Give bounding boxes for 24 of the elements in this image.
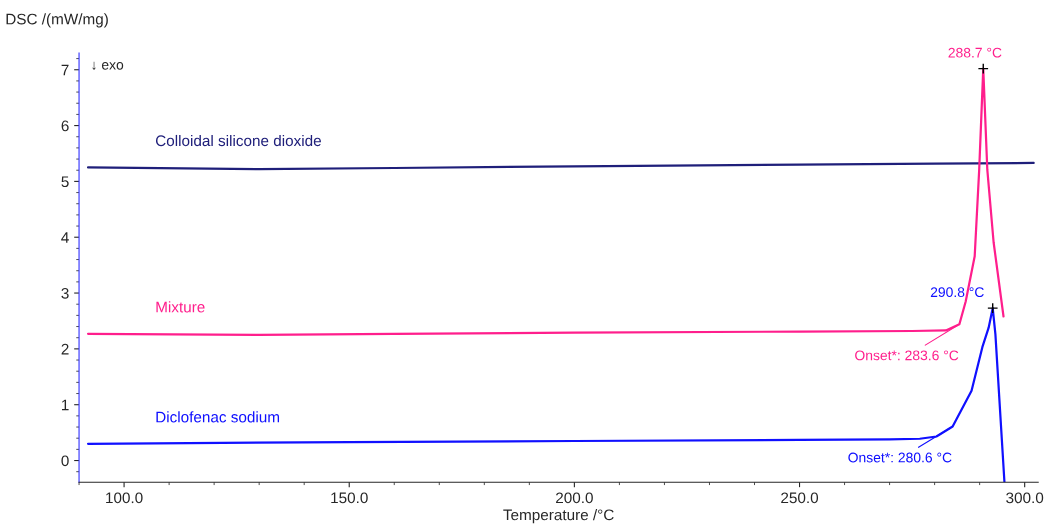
x-tick-label: 150.0 xyxy=(331,492,368,504)
y-tick-label: 0 xyxy=(61,455,69,467)
series-label: Colloidal silicone dioxide xyxy=(155,134,321,147)
x-tick-label: 200.0 xyxy=(556,492,593,504)
y-tick-label: 4 xyxy=(61,232,69,243)
annotation: ↓ exo xyxy=(92,61,124,70)
line-series xyxy=(86,161,1035,171)
y-tick-label: 7 xyxy=(61,64,69,76)
x-tick-label: 250.0 xyxy=(781,492,819,504)
annotation: 288.7 °C xyxy=(948,47,1002,58)
y-tick-label: 5 xyxy=(61,176,69,188)
series-label: Mixture xyxy=(156,301,205,313)
annotation: Onset*: 280.6 °C xyxy=(848,452,952,463)
series-label: Diclofenac sodium xyxy=(156,411,280,423)
x-tick-label: 300.0 xyxy=(1006,492,1044,504)
annotation: Onset*: 283.6 °C xyxy=(855,350,959,361)
y-tick-label: 2 xyxy=(61,343,69,355)
x-tick-label: 100.0 xyxy=(106,492,143,504)
annotation: 290.8 °C xyxy=(930,287,984,298)
y-axis-title: DSC /(mW/mg) xyxy=(6,13,108,28)
y-tick-label: 6 xyxy=(61,120,69,132)
y-tick-label: 1 xyxy=(62,399,69,411)
x-axis-title: Temperature /°C xyxy=(503,509,614,524)
y-tick-label: 3 xyxy=(61,287,69,299)
